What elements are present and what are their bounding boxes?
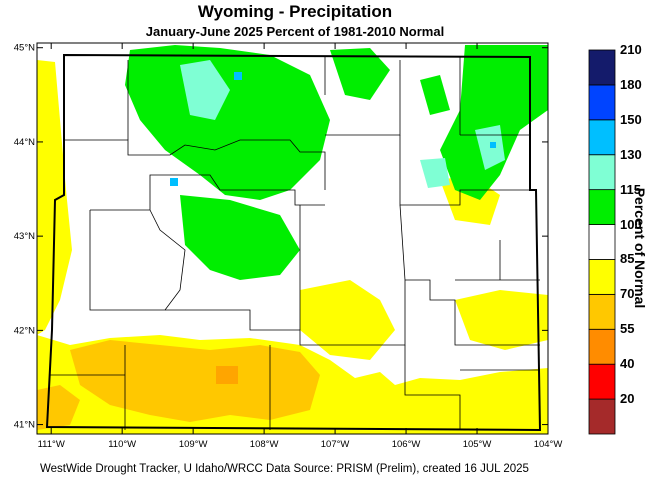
county-boundaries — [50, 57, 540, 430]
green-region-top — [330, 48, 390, 100]
yellow-region-center — [300, 280, 395, 360]
y-tick-label: 44°N — [14, 137, 35, 148]
legend-swatch — [588, 259, 616, 295]
legend-swatch — [588, 293, 616, 330]
legend-swatch — [588, 189, 616, 225]
blue-spot-1 — [234, 72, 242, 80]
legend-label: 70 — [620, 286, 635, 302]
precipitation-field — [37, 43, 548, 434]
legend-swatch — [588, 154, 616, 191]
x-tick-label: 111°W — [38, 439, 65, 450]
aqua-region-north — [180, 60, 230, 120]
legend-label: 150 — [620, 111, 642, 127]
x-tick-label: 108°W — [250, 439, 279, 450]
y-tick-label: 41°N — [14, 420, 35, 431]
legend-label: 20 — [620, 391, 635, 407]
map-title: Wyoming - Precipitation — [197, 2, 393, 21]
yellow-region-west — [37, 60, 72, 335]
y-tick-label: 43°N — [14, 231, 35, 242]
legend-label: 40 — [620, 356, 635, 372]
aqua-region-ne2 — [420, 158, 450, 188]
map-subtitle: January-June 2025 Percent of 1981-2010 N… — [145, 24, 445, 39]
legend-label: 180 — [620, 76, 642, 92]
legend-label: 55 — [620, 321, 635, 337]
state-outline — [45, 53, 542, 432]
legend-swatch — [588, 363, 616, 400]
legend-swatch — [588, 119, 616, 156]
legend-swatch — [588, 84, 616, 121]
blue-spot-2 — [170, 178, 178, 186]
legend-swatch — [588, 49, 616, 86]
x-tick-label: 109°W — [179, 439, 208, 450]
legend-colorbar — [588, 49, 616, 435]
x-tick-label: 107°W — [321, 439, 350, 450]
x-tick-label: 104°W — [534, 439, 563, 450]
x-tick-label: 110°W — [108, 439, 136, 450]
plot-frame — [36, 42, 549, 435]
legend-label: 115 — [620, 181, 641, 197]
legend-swatch — [588, 398, 616, 435]
green-region-ne — [440, 45, 548, 200]
legend-label: 85 — [620, 251, 635, 267]
y-tick-label: 42°N — [14, 325, 35, 336]
legend-label: 100 — [620, 216, 642, 232]
legend-swatch — [588, 328, 616, 365]
green-region-small — [420, 75, 450, 115]
blue-spot-3 — [490, 142, 496, 148]
dark-orange-spot — [216, 366, 238, 384]
x-tick-label: 105°W — [463, 439, 492, 450]
legend-label: 130 — [620, 146, 642, 162]
green-region-center — [180, 195, 300, 280]
x-tick-label: 106°W — [392, 439, 421, 450]
footer-credit: WestWide Drought Tracker, U Idaho/WRCC D… — [40, 463, 529, 475]
axis-ticks: 111°W 110°W 109°W 108°W 107°W 106°W 105°W 104°W… — [14, 43, 563, 450]
legend-label: 210 — [620, 42, 642, 57]
gold-region-south — [70, 340, 320, 422]
green-region-north — [125, 45, 330, 200]
legend-swatch — [588, 224, 616, 260]
y-tick-label: 45°N — [14, 43, 35, 54]
yellow-region-east — [455, 290, 548, 350]
